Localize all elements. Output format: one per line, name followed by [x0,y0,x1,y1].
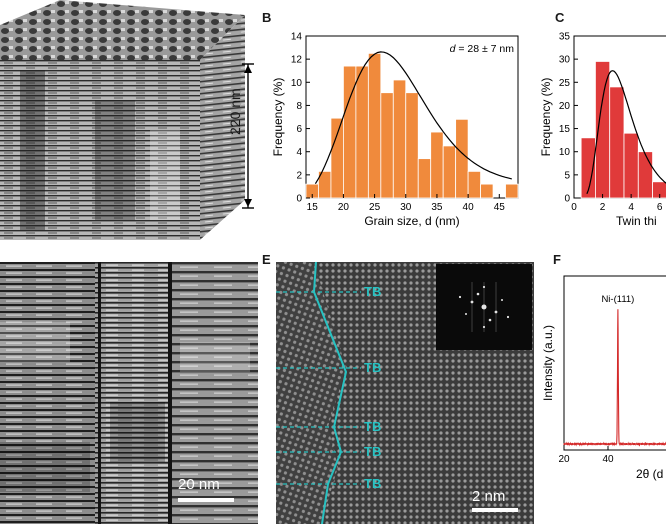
panel-e-scale-bar [472,508,518,512]
y-tick-label: 25 [559,78,571,89]
x-tick-label: 30 [400,202,412,213]
x-tick-label: 45 [494,202,506,213]
y-tick-label: 6 [296,124,302,135]
bar [405,92,419,199]
x-tick-label: 15 [307,202,319,213]
grain-size-histogram: 15 20 25 30 35 40 45 0 2 4 6 8 10 12 14 Grain size, d (… [271,32,519,228]
panel-c-letter: C [555,10,565,25]
bar [355,65,369,199]
bar [367,52,382,199]
y-tick-label: 14 [291,32,303,43]
twin-boundary-label: TB [364,444,382,459]
panel-f-letter: F [553,252,561,267]
y-tick-label: 15 [559,124,571,135]
bar [623,132,639,199]
mean-grain-size-annotation: d = 28 ± 7 nm [450,43,515,55]
y-tick-label: 0 [564,194,570,205]
y-tick-label: 20 [559,101,571,112]
twin-boundary-label: TB [364,476,382,491]
bar [380,92,394,199]
y-tick-label: 30 [559,55,571,66]
peak-label: Ni-(111) [601,294,634,305]
x-axis-label: 2θ (d [636,467,663,481]
twin-boundary-label: TB [364,419,382,434]
twin-thickness-histogram: 0 2 4 6 0 5 10 15 20 25 30 35 Twin thi Frequency (%) [539,32,666,228]
plot-frame [563,275,666,451]
y-tick-label: 8 [296,101,302,112]
y-tick-label: 2 [296,170,302,181]
xrd-pattern: Ni-(111) 20 40 2θ (d Intensity (a.u.) [541,275,666,481]
bar [442,145,457,199]
panel-b-letter: B [262,10,272,25]
xrd-trace [563,309,666,447]
panel-e-letter: E [262,252,271,267]
panel-d-scale-label: 20 nm [178,476,220,493]
bar [505,183,519,199]
panel-d-scale-bar [178,498,234,502]
bar [430,131,444,199]
y-tick-label: 5 [564,170,570,181]
y-tick-label: 12 [291,55,303,66]
bar [455,118,469,199]
panel-c-chart: 0 2 4 6 0 5 10 15 20 25 30 35 Twin thi Frequency (%) [539,28,666,238]
y-tick-label: 10 [559,147,571,158]
x-tick-label: 0 [571,202,577,213]
scale-arrow [242,63,254,209]
y-tick-label: 0 [296,194,302,205]
twin-boundary-label: TB [364,284,382,299]
cube-front-face [0,60,200,240]
y-tick-label: 35 [559,32,571,43]
x-tick-label: 35 [431,202,443,213]
bar [609,86,625,199]
cube-scale-label: 220 nm [227,88,243,135]
fit-curve [314,51,512,185]
panel-d-image: 20 nm [0,262,258,524]
x-tick-label: 4 [628,202,634,213]
bar [467,170,481,199]
cube-side-face [200,15,245,240]
bar [637,151,653,199]
bar [343,65,357,199]
y-axis-label: Frequency (%) [271,78,285,157]
panel-a: 220 nm [0,0,280,240]
cube-top-face [0,0,245,60]
y-axis-label: Intensity (a.u.) [541,325,555,401]
x-tick-label: 25 [369,202,381,213]
tem-cube-image [0,0,280,240]
x-axis-label: Grain size, d (nm) [364,214,459,228]
bar [417,158,432,199]
panel-e-scale-label: 2 nm [472,488,506,505]
bar [480,183,494,199]
panel-e-image: TB TB TB TB TB 2 nm [276,262,534,524]
x-tick-label: 20 [338,202,350,213]
fit-curve [586,70,666,195]
y-axis-label: Frequency (%) [540,78,553,157]
x-tick-label: 40 [602,454,614,465]
x-axis-label: Twin thi [616,214,657,228]
twin-boundary-label: TB [364,360,382,375]
hrtem-image [276,262,534,524]
y-tick-label: 10 [291,78,303,89]
bar [330,117,344,199]
x-tick-label: 2 [600,202,606,213]
bar [392,79,407,199]
x-tick-label: 20 [558,454,570,465]
y-tick-label: 4 [296,147,302,158]
panel-f-chart: Ni-(111) 20 40 2θ (d Intensity (a.u.) [540,262,666,524]
x-tick-label: 40 [463,202,475,213]
panel-b-chart: 15 20 25 30 35 40 45 0 2 4 6 8 10 12 14 Grain size, d (… [270,28,526,238]
x-tick-label: 6 [657,202,663,213]
